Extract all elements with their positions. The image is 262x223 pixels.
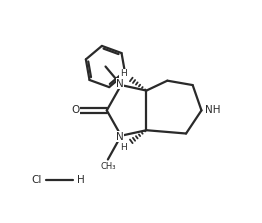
Text: N: N xyxy=(116,132,124,142)
Text: H: H xyxy=(120,69,127,78)
Text: Cl: Cl xyxy=(31,175,41,185)
Text: H: H xyxy=(77,175,84,185)
Text: H: H xyxy=(120,143,127,152)
Text: N: N xyxy=(116,79,124,89)
Text: CH₃: CH₃ xyxy=(100,162,116,171)
Text: O: O xyxy=(71,105,79,115)
Text: NH: NH xyxy=(205,105,221,115)
